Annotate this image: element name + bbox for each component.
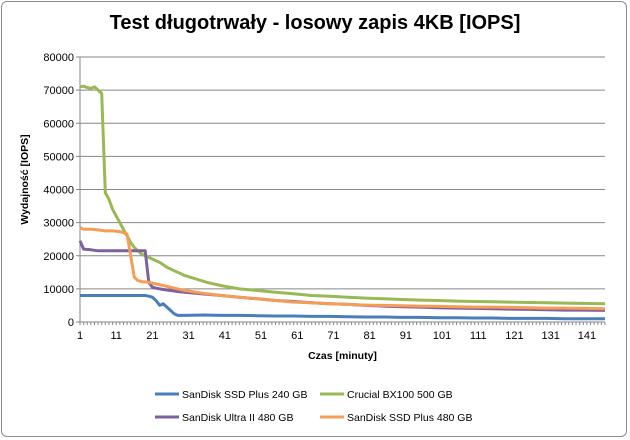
y-tick-label: 20000 <box>43 251 74 263</box>
series-line-4 <box>79 226 606 311</box>
x-tick-label: 1 <box>77 330 83 342</box>
y-tick-label: 70000 <box>43 85 74 97</box>
series-line-1 <box>80 294 605 321</box>
y-tick-label: 50000 <box>43 151 74 163</box>
x-tick-label: 111 <box>470 330 487 342</box>
legend-label: SanDisk Ultra II 480 GB <box>182 412 293 424</box>
legend-label: Crucial BX100 500 GB <box>347 389 453 401</box>
y-tick-label: 40000 <box>43 185 74 197</box>
x-tick-label: 31 <box>182 330 194 342</box>
legend-label: SanDisk SSD Plus 240 GB <box>182 389 307 401</box>
x-tick-label: 11 <box>110 330 121 342</box>
gridlines <box>80 56 605 290</box>
series-lines <box>78 84 606 321</box>
x-tick-label: 61 <box>291 330 303 342</box>
x-tick-label: 51 <box>255 330 267 342</box>
x-tick-label: 141 <box>578 330 596 342</box>
y-tick-label: 60000 <box>43 118 74 130</box>
x-axis-title: Czas [minuty] <box>308 350 377 362</box>
x-tick-label: 121 <box>505 330 523 342</box>
x-tick-label: 21 <box>146 330 158 342</box>
y-tick-label: 80000 <box>43 52 74 64</box>
x-tick-label: 91 <box>400 330 412 342</box>
series-line-2 <box>79 84 606 306</box>
x-tick-label: 101 <box>433 330 451 342</box>
y-axis-title: Wydajność [IOPS] <box>19 134 31 224</box>
x-tick-label: 81 <box>364 330 376 342</box>
y-tick-label: 30000 <box>43 218 74 230</box>
legend: SanDisk SSD Plus 240 GB Crucial BX100 500… <box>155 389 472 424</box>
x-tick-label: 41 <box>219 330 231 342</box>
y-tick-label: 10000 <box>43 284 74 296</box>
chart-title: Test długotrwały - losowy zapis 4KB [IOP… <box>109 12 521 34</box>
legend-label: SanDisk SSD Plus 480 GB <box>347 412 472 424</box>
x-tick-label: 131 <box>542 330 560 342</box>
axes: 0 10000 20000 30000 40000 50000 60000 70000 8000… <box>43 52 606 342</box>
y-tick-label: 0 <box>68 317 74 329</box>
series-line-3 <box>78 240 606 312</box>
x-tick-label: 71 <box>327 330 339 342</box>
